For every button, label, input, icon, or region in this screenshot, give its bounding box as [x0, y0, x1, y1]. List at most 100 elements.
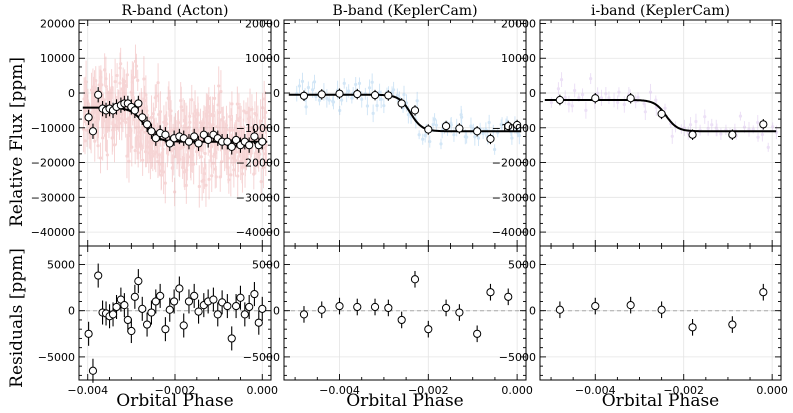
raw-point: [83, 139, 87, 143]
raw-point: [121, 119, 125, 123]
raw-point: [306, 85, 310, 90]
raw-point: [242, 109, 246, 113]
raw-point: [95, 120, 99, 124]
raw-point: [119, 112, 124, 116]
raw-point: [131, 75, 136, 80]
raw-point: [147, 140, 151, 144]
resid-y-tick-label: −5000: [243, 351, 280, 364]
raw-point: [688, 123, 693, 127]
raw-point: [141, 126, 145, 130]
raw-point: [190, 98, 194, 102]
raw-point: [258, 126, 263, 130]
residual-point: [112, 302, 121, 312]
residual-point: [236, 293, 245, 302]
raw-point: [93, 139, 97, 143]
raw-point: [94, 78, 98, 83]
raw-point: [96, 119, 100, 124]
x-tick-label: 0.000: [501, 384, 533, 397]
raw-point: [233, 158, 238, 163]
raw-point: [375, 104, 379, 108]
raw-point: [719, 132, 723, 136]
raw-point: [117, 121, 122, 125]
binned-flux-point: [258, 137, 267, 146]
raw-point: [340, 98, 344, 102]
raw-point: [360, 97, 364, 101]
raw-point: [253, 111, 257, 116]
raw-point: [760, 132, 764, 137]
raw-point: [154, 94, 158, 98]
binned-flux-point: [370, 91, 380, 100]
raw-point: [379, 97, 383, 101]
raw-point: [205, 114, 209, 118]
raw-point: [149, 150, 154, 154]
raw-point: [217, 84, 221, 88]
raw-point: [559, 78, 564, 82]
raw-point: [259, 180, 263, 184]
raw-point: [104, 84, 108, 89]
resid-y-tick-label: 0: [68, 305, 75, 318]
raw-point: [347, 89, 351, 93]
binned-flux-point: [190, 132, 199, 141]
raw-point: [152, 124, 156, 128]
residual-point: [194, 307, 203, 316]
raw-point: [589, 77, 593, 81]
flux-y-tick-label: 10000: [501, 52, 536, 65]
raw-point: [463, 135, 467, 139]
raw-point: [221, 130, 225, 135]
raw-point: [596, 91, 600, 95]
binned-flux-point: [84, 113, 93, 122]
raw-point: [231, 156, 235, 160]
raw-point: [177, 159, 181, 164]
flux-y-tick-label: −30000: [236, 191, 280, 204]
raw-point: [248, 108, 252, 112]
binned-flux-point: [94, 90, 103, 99]
binned-flux-point: [138, 113, 147, 122]
raw-point: [317, 98, 322, 102]
raw-point: [148, 155, 153, 160]
raw-point: [431, 122, 435, 127]
binned-flux-point: [130, 106, 139, 115]
residual-point: [688, 323, 697, 332]
binned-flux-point: [231, 135, 241, 145]
binned-flux-point: [147, 127, 156, 136]
residual-point: [441, 303, 451, 313]
raw-point: [771, 125, 775, 129]
flux-y-tick-label: 0: [273, 87, 280, 100]
raw-point: [236, 174, 240, 178]
x-tick-label: 0.000: [247, 384, 279, 397]
residual-point: [223, 301, 232, 311]
raw-point: [112, 143, 117, 147]
raw-point: [173, 190, 177, 194]
raw-point: [250, 107, 254, 111]
raw-point: [157, 153, 161, 157]
residual-point: [170, 297, 179, 306]
raw-point: [110, 136, 114, 140]
raw-point: [205, 109, 209, 113]
x-axis-label: Orbital Phase: [602, 391, 720, 411]
raw-point: [642, 102, 646, 106]
raw-point: [439, 142, 443, 146]
raw-point: [190, 146, 194, 150]
raw-point: [260, 106, 265, 110]
raw-point: [172, 155, 176, 159]
raw-point: [128, 130, 133, 134]
raw-point: [200, 179, 204, 183]
raw-point: [167, 97, 171, 101]
raw-point: [172, 146, 176, 151]
raw-point: [449, 123, 453, 127]
raw-point: [756, 135, 760, 139]
raw-point: [203, 126, 207, 130]
raw-point: [325, 96, 329, 100]
raw-point: [113, 80, 117, 84]
residual-point: [138, 304, 147, 313]
raw-point: [244, 111, 248, 115]
raw-point: [264, 143, 268, 147]
raw-point: [112, 123, 116, 127]
raw-point: [143, 150, 148, 154]
raw-point: [210, 112, 214, 116]
raw-point: [216, 103, 220, 107]
raw-point: [103, 68, 107, 72]
raw-point: [223, 147, 227, 152]
raw-point: [95, 110, 99, 114]
